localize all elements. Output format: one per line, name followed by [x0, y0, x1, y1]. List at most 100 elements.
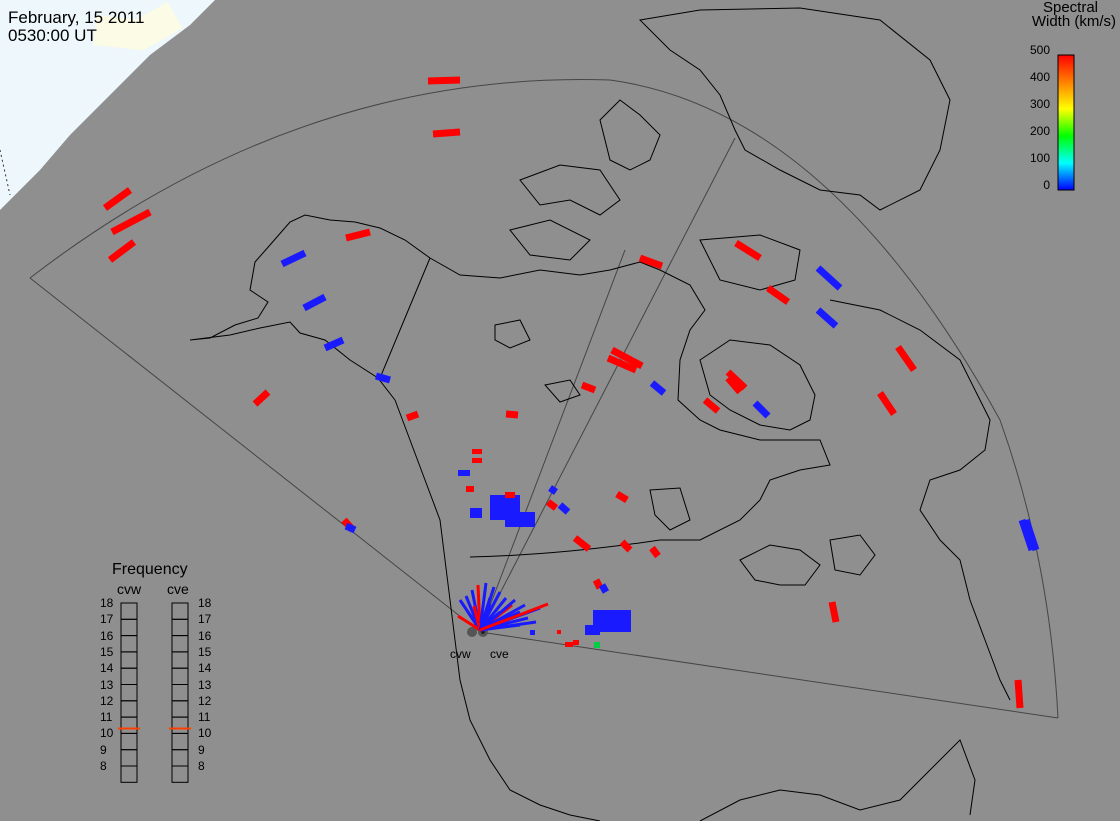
frequency-tick: 16	[100, 628, 114, 643]
colorbar-tick: 400	[1029, 70, 1050, 84]
echo-cluster	[458, 470, 470, 476]
frequency-tick: 9	[100, 742, 107, 757]
echo-segment	[102, 187, 133, 211]
frequency-box	[120, 618, 138, 637]
echo-segment	[610, 346, 644, 370]
echo-segment	[432, 128, 461, 138]
frequency-box	[120, 765, 138, 783]
echo-segment	[545, 499, 559, 511]
frequency-box	[171, 618, 189, 637]
colorbar-title-line2: Width (km/s)	[1031, 13, 1116, 30]
frequency-tick: 13	[100, 677, 114, 692]
frequency-box	[120, 651, 138, 669]
spectral-width-colorbar	[1057, 54, 1075, 191]
frequency-tick: 17	[198, 612, 212, 627]
echo-cluster	[557, 630, 561, 634]
echo-segment	[302, 293, 327, 312]
echo-segment	[734, 240, 762, 261]
echo-segment	[1022, 518, 1040, 552]
frequency-box	[120, 716, 138, 734]
backscatter-echoes	[102, 76, 1040, 709]
coastlines	[189, 7, 1011, 821]
echo-segment	[752, 400, 771, 419]
echo-cluster	[585, 625, 600, 635]
echo-segment	[895, 345, 917, 372]
echo-segment	[619, 539, 633, 553]
observation-date: February, 15 2011	[8, 8, 145, 27]
echo-segment	[405, 410, 420, 422]
frequency-tick: 14	[100, 661, 114, 676]
echo-segment	[580, 381, 597, 394]
echo-cluster	[472, 449, 482, 454]
frequency-tick: 11	[100, 710, 113, 725]
echo-cluster	[594, 642, 600, 648]
colorbar-tick: 200	[1029, 124, 1050, 138]
frequency-tick: 15	[198, 644, 212, 659]
echo-segment	[815, 265, 843, 291]
frequency-box	[120, 684, 138, 702]
echo-segment	[649, 545, 661, 559]
radar-site-label: cve	[490, 647, 509, 661]
echo-segment	[877, 391, 897, 416]
colorbar-tick: 500	[1029, 43, 1050, 57]
echo-segment	[280, 249, 307, 268]
colorbar-tick: 300	[1029, 97, 1050, 111]
frequency-radar-label: cvw	[117, 581, 142, 597]
echo-ray	[472, 605, 482, 631]
colorbar-tick: 0	[1043, 178, 1050, 192]
echo-segment	[505, 410, 519, 419]
frequency-box	[171, 635, 189, 653]
frequency-radar-label: cve	[167, 581, 189, 597]
echo-cluster	[472, 458, 482, 463]
echo-segment	[107, 239, 137, 263]
echo-segment	[110, 208, 152, 236]
echo-segment	[815, 307, 839, 329]
frequency-tick: 18	[100, 596, 114, 610]
echo-segment	[765, 285, 791, 305]
frequency-box	[171, 732, 189, 751]
colorbar-tick: 100	[1029, 151, 1050, 165]
frequency-tick: 12	[198, 693, 212, 708]
frequency-box	[171, 667, 189, 686]
frequency-box	[171, 765, 189, 783]
echo-segment	[557, 502, 571, 515]
frequency-tick: 12	[100, 693, 114, 708]
frequency-box	[120, 749, 138, 767]
borders	[379, 257, 661, 558]
echo-segment	[345, 228, 371, 242]
echo-segment	[828, 601, 840, 623]
echo-cluster	[466, 486, 474, 492]
echo-segment	[323, 336, 345, 352]
colorbar-title-line1: Spectral	[1042, 0, 1098, 16]
frequency-box	[171, 716, 189, 734]
frequency-panel-title: Frequency	[112, 561, 188, 578]
echo-cluster	[593, 610, 631, 632]
frequency-box	[120, 635, 138, 653]
frequency-box	[171, 684, 189, 702]
echo-segment	[615, 490, 629, 504]
echo-segment	[344, 522, 357, 534]
echo-segment	[1018, 518, 1036, 552]
echo-segment	[375, 372, 391, 384]
echo-segment	[638, 254, 664, 270]
frequency-boxes	[118, 602, 191, 783]
echo-segment	[725, 369, 748, 391]
echo-segment	[427, 76, 461, 85]
frequency-tick: 8	[100, 759, 107, 773]
frequency-box	[120, 700, 138, 718]
frequency-tick: 10	[198, 726, 212, 741]
echo-segment	[606, 354, 638, 374]
frequency-tick: 18	[198, 596, 212, 610]
echo-cluster	[530, 630, 535, 635]
frequency-box	[120, 667, 138, 686]
echo-ray	[479, 598, 516, 632]
frequency-box	[120, 602, 138, 620]
frequency-tick: 8	[198, 759, 205, 773]
frequency-tick: 17	[100, 612, 114, 627]
daylight-region	[0, 0, 215, 210]
echo-cluster	[565, 642, 573, 647]
echo-segment	[649, 380, 667, 396]
echo-segment	[598, 583, 610, 594]
radar-site-label: cvw	[450, 647, 471, 661]
